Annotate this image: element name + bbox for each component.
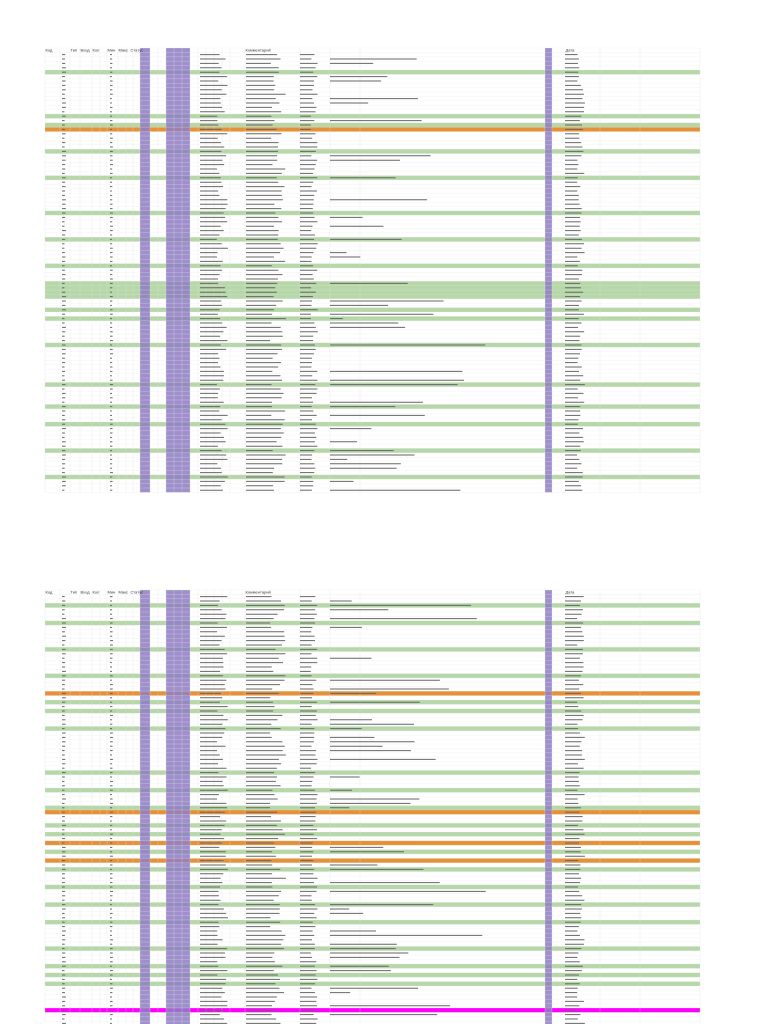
row-highlight <box>45 114 700 119</box>
row-highlight-magenta <box>45 1008 700 1013</box>
sheet-background <box>45 48 700 493</box>
row-highlight <box>45 972 700 978</box>
column-header: Комментарий <box>246 47 271 52</box>
row-highlight <box>45 122 700 128</box>
column-highlight <box>166 48 190 493</box>
column-header: Дата <box>566 47 576 52</box>
row-highlight <box>45 788 700 793</box>
column-header: Код <box>46 47 53 52</box>
row-highlight-orange <box>45 840 700 846</box>
column-header: Кол <box>93 47 100 52</box>
row-highlight <box>45 210 700 216</box>
column-highlight <box>166 590 190 1024</box>
column-header: Макс <box>119 47 128 52</box>
sheet-block: Код Тип Вход Кол Мин Макс Статус Комментарий Дат… <box>44 589 701 1024</box>
row-highlight <box>45 70 700 75</box>
row-highlight <box>45 422 700 427</box>
column-header: Тип <box>71 589 78 594</box>
column-highlight <box>545 590 552 1024</box>
column-header: Мин <box>108 589 116 594</box>
sheet-block: Код Тип Вход Кол Мин Макс Статус Комментарий Дат… <box>44 47 701 493</box>
row-highlight <box>45 474 700 480</box>
row-highlight <box>45 307 700 312</box>
column-header: Мин <box>108 47 116 52</box>
column-header: Вход <box>81 589 91 594</box>
row-highlight <box>45 920 700 925</box>
row-highlight <box>45 823 700 828</box>
row-highlight <box>45 620 700 626</box>
column-header: Комментарий <box>246 589 271 594</box>
column-highlight <box>545 48 552 493</box>
row-highlight <box>45 673 700 678</box>
row-highlight <box>45 726 700 731</box>
row-highlight-orange <box>45 127 700 132</box>
row-highlight <box>45 263 700 268</box>
row-highlight <box>45 149 700 154</box>
row-highlight <box>45 770 700 775</box>
column-header: Кол <box>93 589 100 594</box>
row-highlight-orange <box>45 810 700 815</box>
column-header: Макс <box>119 589 128 594</box>
column-header: Вход <box>81 47 91 52</box>
row-highlight <box>45 708 700 714</box>
column-header: Статус <box>131 589 144 594</box>
row-highlight <box>45 805 700 810</box>
row-highlight <box>45 647 700 652</box>
column-header: Тип <box>71 47 78 52</box>
column-highlight <box>140 48 150 493</box>
column-header: Дата <box>566 589 576 594</box>
row-highlight-orange <box>45 858 700 863</box>
column-highlight <box>140 590 150 1024</box>
row-highlight <box>45 884 700 890</box>
column-header: Код <box>46 589 53 594</box>
row-highlight <box>45 316 700 321</box>
row-highlight <box>45 981 700 986</box>
row-highlight <box>45 832 700 837</box>
column-header: Статус <box>131 47 144 52</box>
